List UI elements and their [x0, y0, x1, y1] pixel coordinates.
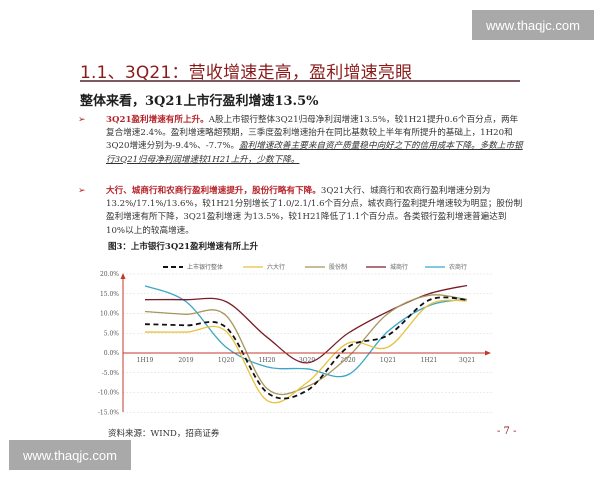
x-tick-label: 1Q20 [218, 357, 235, 364]
watermark-top: www.thaqjc.com [472, 10, 594, 40]
series-line [144, 294, 468, 396]
series-line [144, 284, 468, 364]
y-axis-arrow-icon [120, 273, 126, 279]
y-tick-label: 0.0% [104, 350, 120, 357]
chart-legend: 上市银行整体 六大行 股份制 城商行 农商行 [163, 263, 467, 271]
x-axis-arrow-icon [485, 350, 491, 356]
x-axis-ticks: 1H19 2019 1Q20 1H20 3Q20 2020 1Q21 1H21 3Q21 [137, 357, 476, 364]
y-tick-label: -5.0% [102, 370, 120, 377]
bullet-lead: 大行、城商行和农商行盈利增速提升，股份行略有下降。 [106, 186, 321, 196]
legend-label: 股份制 [329, 263, 347, 271]
chart-series [144, 284, 468, 404]
y-tick-label: -10.0% [98, 390, 119, 397]
x-tick-label: 1H20 [259, 357, 276, 364]
y-tick-label: 5.0% [104, 330, 120, 337]
series-line [144, 285, 468, 378]
series-line [144, 299, 468, 404]
bullet-text: 3Q21大行、城商行和农商行盈利增速分别为13.2%/17.1%/13.6%，较… [106, 186, 523, 236]
chart-gridlines [123, 273, 492, 413]
legend-label: 城商行 [390, 263, 408, 271]
subtitle: 整体来看，3Q21上市行盈利增速13.5% [80, 94, 319, 109]
x-tick-label: 1Q21 [380, 357, 396, 364]
figure-source: 资料来源：WIND，招商证券 [108, 429, 220, 439]
legend-label: 农商行 [449, 263, 467, 271]
bullet-lead: 3Q21盈利增速有所上升。 [106, 115, 209, 125]
bullet-paragraph-2: ➢ 大行、城商行和农商行盈利增速提升，股份行略有下降。3Q21大行、城商行和农商… [78, 185, 524, 238]
y-axis-ticks: 20.0% 15.0% 10.0% 5.0% 0.0% -5.0% -10.0% -15.0% [98, 271, 119, 416]
x-tick-label: 1H19 [137, 357, 154, 364]
x-tick-label: 1H21 [421, 357, 438, 364]
x-tick-label: 2020 [340, 357, 355, 364]
bullet-text: A股上市银行整体3Q21归母净利润增速13.5%，较1H21提升0.6个百分点，… [106, 115, 519, 152]
y-tick-label: 10.0% [100, 311, 119, 318]
x-tick-label: 2019 [178, 357, 193, 364]
legend-label: 六大行 [267, 263, 285, 271]
section-title: 1.1、3Q21：营收增速走高，盈利增速亮眼 [80, 63, 413, 83]
legend-label: 上市银行整体 [187, 263, 223, 271]
bullet-emphasis: 盈利增速改善主要来自资产质量稳中向好之下的信用成本下降。多数上市银行3Q21归母… [106, 141, 523, 165]
y-tick-label: 20.0% [100, 271, 119, 278]
figure-title: 图3：上市银行3Q21盈利增速有所上升 [108, 242, 259, 252]
bullet-paragraph-1: ➢ 3Q21盈利增速有所上升。A股上市银行整体3Q21归母净利润增速13.5%，… [78, 114, 524, 167]
x-tick-label: 3Q21 [459, 357, 475, 364]
y-tick-label: -15.0% [98, 409, 119, 416]
x-tick-label: 3Q20 [299, 357, 316, 364]
chart-axes [120, 273, 491, 412]
page-number: - 7 - [497, 426, 517, 437]
series-line [144, 296, 468, 400]
y-tick-label: 15.0% [100, 291, 119, 298]
bullet-arrow-icon: ➢ [78, 115, 86, 125]
bullet-arrow-icon: ➢ [78, 186, 86, 196]
title-divider [80, 80, 520, 82]
watermark-bottom: www.thaqjc.com [9, 440, 131, 470]
